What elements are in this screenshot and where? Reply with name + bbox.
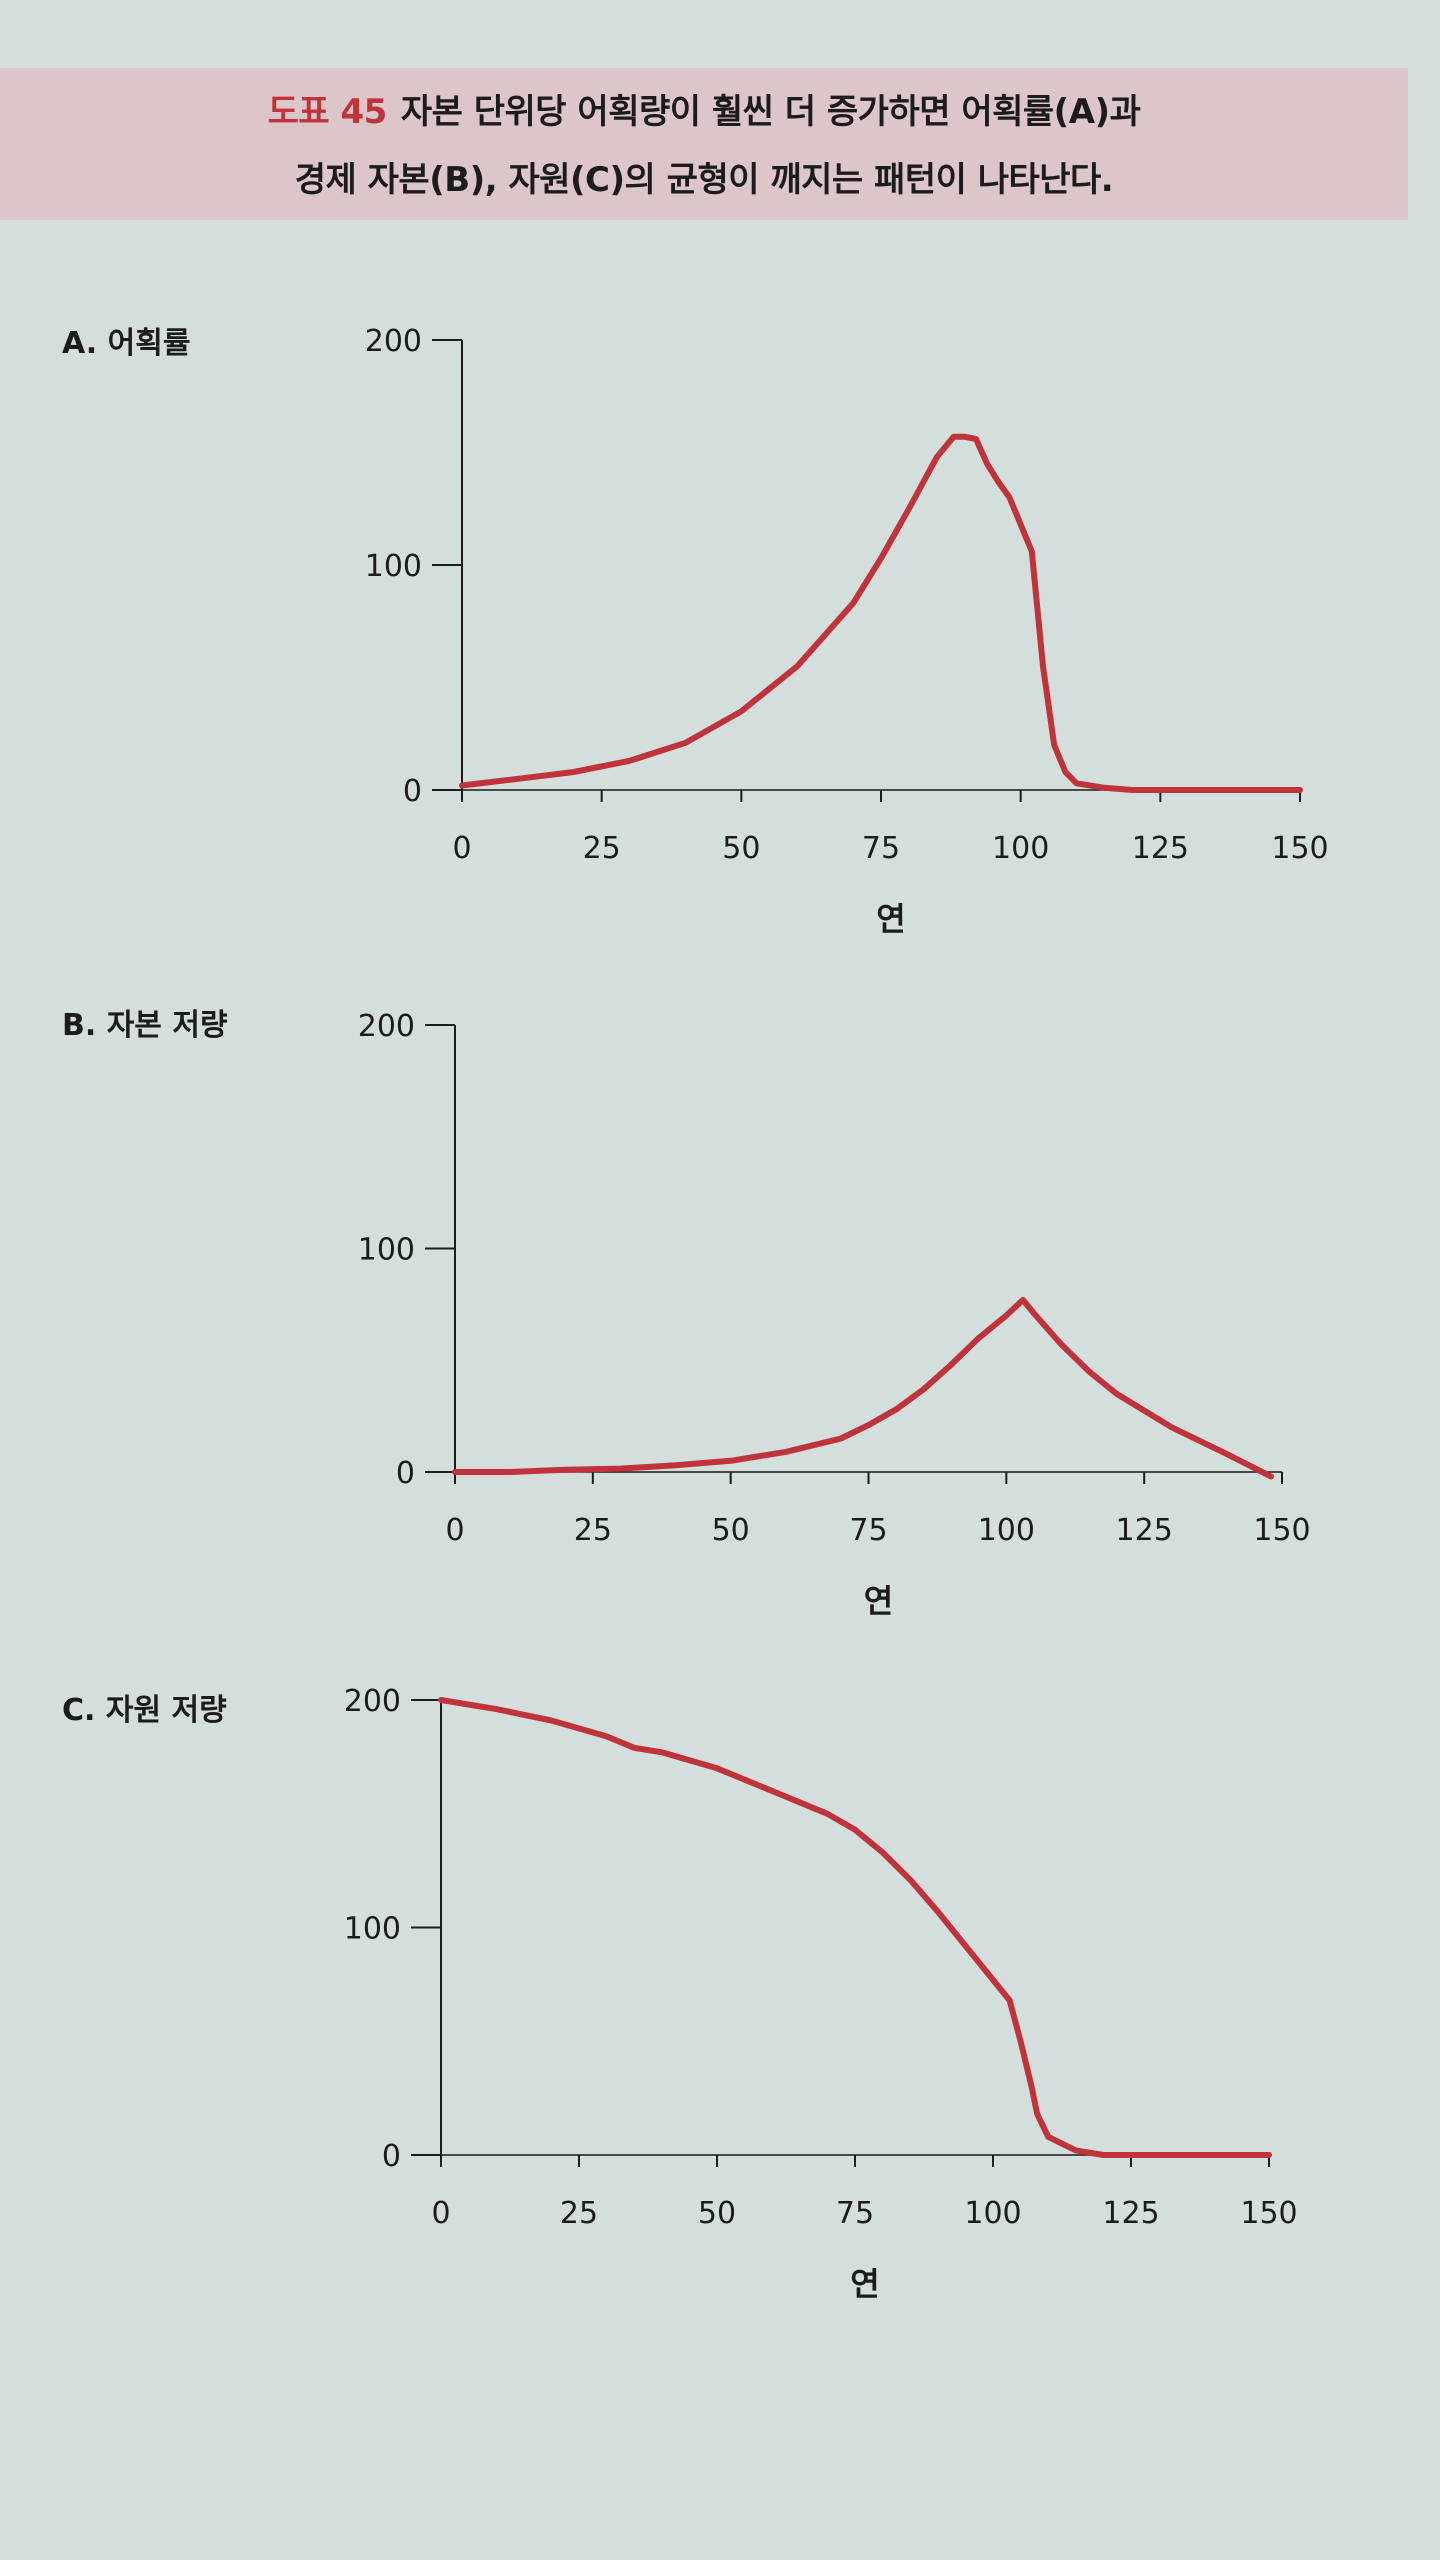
caption-text-1: 자본 단위당 어획량이 훨씬 더 증가하면 어획률(A)과 <box>400 92 1141 132</box>
figure-label: 도표 45 <box>267 92 388 132</box>
x-tick-label: 125 <box>1102 2196 1159 2231</box>
chart-c-resource-stock: 0 100 200 0 25 50 75 100 125 150 연 <box>344 1684 1298 2303</box>
x-tick-label: 125 <box>1116 1513 1173 1548</box>
x-tick-label: 50 <box>698 2196 736 2231</box>
x-tick-label: 75 <box>849 1513 887 1548</box>
y-tick-label: 200 <box>344 1684 401 1719</box>
series-line <box>438 1697 1272 2158</box>
y-tick-label: 200 <box>365 324 422 359</box>
chart-a-fishing-rate: 0 100 200 0 25 50 75 100 125 150 연 <box>365 324 1329 938</box>
x-tick-label: 25 <box>583 831 621 866</box>
caption-line-1: 도표 45 자본 단위당 어획량이 훨씬 더 증가하면 어획률(A)과 <box>0 84 1408 133</box>
x-axis-label: 연 <box>864 1582 893 1620</box>
panel-a-title: A. 어획률 <box>62 326 191 361</box>
series-line <box>452 1296 1274 1480</box>
panel-c-title: C. 자원 저량 <box>62 1693 227 1728</box>
panel-b-title: B. 자본 저량 <box>62 1008 228 1043</box>
x-tick-label: 150 <box>1240 2196 1297 2231</box>
y-tick-label: 100 <box>358 1233 415 1268</box>
figure-caption: 도표 45 자본 단위당 어획량이 훨씬 더 증가하면 어획률(A)과 경제 자본… <box>0 68 1408 220</box>
y-tick-label: 100 <box>365 549 422 584</box>
x-tick-label: 50 <box>712 1513 750 1548</box>
x-tick-label: 0 <box>452 831 471 866</box>
x-tick-label: 150 <box>1253 1513 1310 1548</box>
x-tick-label: 25 <box>574 1513 612 1548</box>
x-tick-label: 75 <box>836 2196 874 2231</box>
x-axis-label: 연 <box>850 2265 879 2303</box>
x-tick-label: 100 <box>992 831 1049 866</box>
x-tick-label: 0 <box>445 1513 464 1548</box>
y-tick-label: 0 <box>396 1456 415 1491</box>
caption-line-2: 경제 자본(B), 자원(C)의 균형이 깨지는 패턴이 나타난다. <box>294 160 1114 200</box>
x-tick-label: 100 <box>978 1513 1035 1548</box>
x-tick-label: 100 <box>964 2196 1021 2231</box>
chart-b-capital-stock: 0 100 200 0 25 50 75 100 125 150 연 <box>358 1009 1311 1620</box>
x-tick-label: 25 <box>560 2196 598 2231</box>
x-axis-label: 연 <box>876 900 905 938</box>
x-tick-label: 150 <box>1271 831 1328 866</box>
y-tick-label: 100 <box>344 1912 401 1947</box>
y-tick-label: 0 <box>382 2139 401 2174</box>
series-line <box>459 433 1303 793</box>
y-tick-label: 200 <box>358 1009 415 1044</box>
y-tick-label: 0 <box>403 774 422 809</box>
x-tick-label: 0 <box>431 2196 450 2231</box>
x-tick-label: 125 <box>1132 831 1189 866</box>
x-tick-label: 50 <box>722 831 760 866</box>
x-tick-label: 75 <box>862 831 900 866</box>
